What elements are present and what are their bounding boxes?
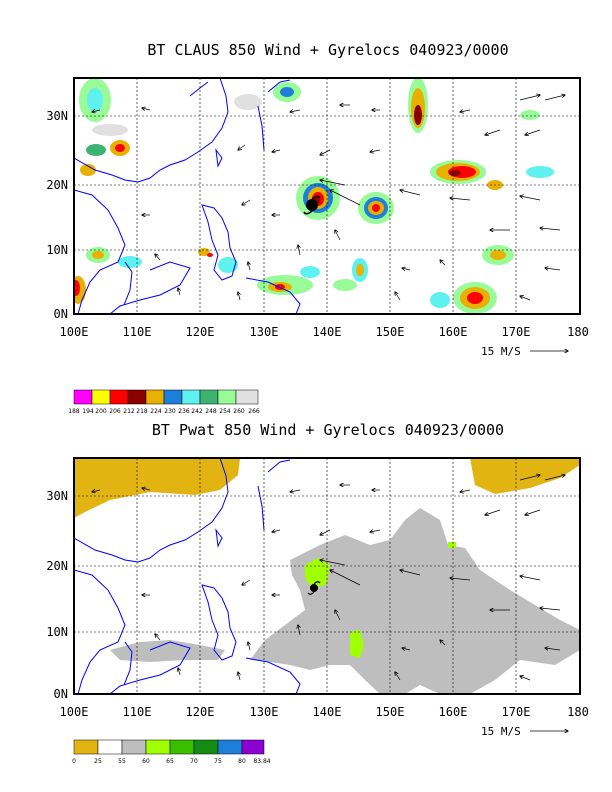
grid — [74, 458, 580, 694]
lon-label: 180 — [567, 325, 589, 339]
colorbar-swatch — [241, 739, 265, 755]
colorbar-label: 236 — [178, 408, 190, 415]
colorbar-label: 75 — [214, 758, 222, 765]
lon-label: 120E — [186, 325, 215, 339]
colorbar-swatch — [145, 739, 171, 755]
lon-label: 160E — [439, 325, 468, 339]
colorbar-label: 212 — [123, 408, 135, 415]
colorbar-label: 254 — [219, 408, 231, 415]
colorbar-label: 0 — [72, 758, 76, 765]
grid — [74, 78, 580, 314]
coastlines — [74, 458, 301, 694]
colorbar-swatch — [109, 389, 129, 405]
colorbar-label: 248 — [205, 408, 217, 415]
colorbar-label: 242 — [191, 408, 203, 415]
wind-vectors — [92, 95, 565, 301]
colorbar-label: 25 — [94, 758, 102, 765]
colorbar-label: 230 — [164, 408, 176, 415]
lon-label: 150E — [376, 705, 405, 719]
colorbar-label: 60 — [142, 758, 150, 765]
lon-label: 130E — [250, 705, 279, 719]
colorbar-swatch — [91, 389, 111, 405]
colorbar-label: 83.84 — [253, 758, 270, 765]
colorbar-swatch — [73, 389, 93, 405]
colorbar-label: 266 — [248, 408, 260, 415]
colorbar-swatch — [127, 389, 147, 405]
typhoon-symbol-icon — [307, 581, 321, 595]
colorbar-label: 194 — [82, 408, 94, 415]
pwat-field — [74, 458, 580, 694]
colorbar-swatch — [235, 389, 259, 405]
colorbar-swatch — [193, 739, 219, 755]
colorbar-swatch — [121, 739, 147, 755]
colorbar: 0 25 55 60 65 70 75 80 83.84 — [72, 739, 271, 765]
lat-labels: 0N 10N 20N 30N — [46, 109, 68, 321]
colorbar-label: 55 — [118, 758, 126, 765]
lat-label-10: 10N — [46, 625, 68, 639]
lon-label: 130E — [250, 325, 279, 339]
lat-label-10: 10N — [46, 243, 68, 257]
scale-label: 15 M/S — [481, 345, 521, 358]
lon-label: 140E — [313, 325, 342, 339]
panel-pwat: BT Pwat 850 Wind + Gyrelocs 040923/0000 — [46, 421, 589, 765]
colorbar-label: 80 — [238, 758, 246, 765]
colorbar-label: 65 — [166, 758, 174, 765]
pwat-shading — [74, 458, 580, 694]
lat-label-20: 20N — [46, 178, 68, 192]
panel-claus: BT CLAUS 850 Wind + Gyrelocs 040923/0000 — [46, 41, 589, 415]
colorbar-label: 224 — [150, 408, 162, 415]
lon-label: 140E — [313, 705, 342, 719]
colorbar-label: 260 — [233, 408, 245, 415]
colorbar-label: 206 — [109, 408, 121, 415]
lon-label: 100E — [60, 705, 89, 719]
lon-labels: 100E 110E 120E 130E 140E 150E 160E 170E … — [60, 325, 589, 339]
map-frame — [73, 77, 581, 315]
colorbar-swatch — [199, 389, 219, 405]
colorbar: 188 194 200 206 212 218 224 230 236 242 … — [68, 389, 260, 415]
lon-label: 110E — [123, 705, 152, 719]
colorbar-swatch — [169, 739, 195, 755]
lon-label: 170E — [502, 705, 531, 719]
colorbar-swatch — [163, 389, 183, 405]
colorbar-swatch — [217, 389, 237, 405]
colorbar-label: 188 — [68, 408, 80, 415]
lat-labels: 0N 10N 20N 30N — [46, 489, 68, 701]
colorbar-swatch — [181, 389, 201, 405]
lon-label: 110E — [123, 325, 152, 339]
colorbar-swatch — [73, 739, 99, 755]
lat-label-0: 0N — [54, 687, 68, 701]
colorbar-label: 200 — [95, 408, 107, 415]
colorbar-swatch — [145, 389, 165, 405]
cloud-field — [74, 78, 554, 314]
lon-label: 100E — [60, 325, 89, 339]
colorbar-swatch — [97, 739, 123, 755]
lat-label-30: 30N — [46, 489, 68, 503]
lon-label: 180 — [567, 705, 589, 719]
lon-labels: 100E 110E 120E 130E 140E 150E 160E 170E … — [60, 705, 589, 719]
map-frame — [73, 457, 581, 695]
wind-vectors — [92, 475, 565, 681]
lat-label-30: 30N — [46, 109, 68, 123]
lon-label: 170E — [502, 325, 531, 339]
lon-label: 120E — [186, 705, 215, 719]
colorbar-label: 70 — [190, 758, 198, 765]
lat-label-0: 0N — [54, 307, 68, 321]
coastlines — [74, 78, 301, 314]
lon-label: 150E — [376, 325, 405, 339]
colorbar-swatch — [217, 739, 243, 755]
lat-label-20: 20N — [46, 559, 68, 573]
panel-title: BT Pwat 850 Wind + Gyrelocs 040923/0000 — [152, 421, 504, 439]
scale-label: 15 M/S — [481, 725, 521, 738]
claus-shading — [74, 78, 554, 314]
panel-title: BT CLAUS 850 Wind + Gyrelocs 040923/0000 — [147, 41, 508, 59]
lon-label: 160E — [439, 705, 468, 719]
typhoon-symbol-icon — [303, 195, 321, 215]
colorbar-label: 218 — [136, 408, 148, 415]
